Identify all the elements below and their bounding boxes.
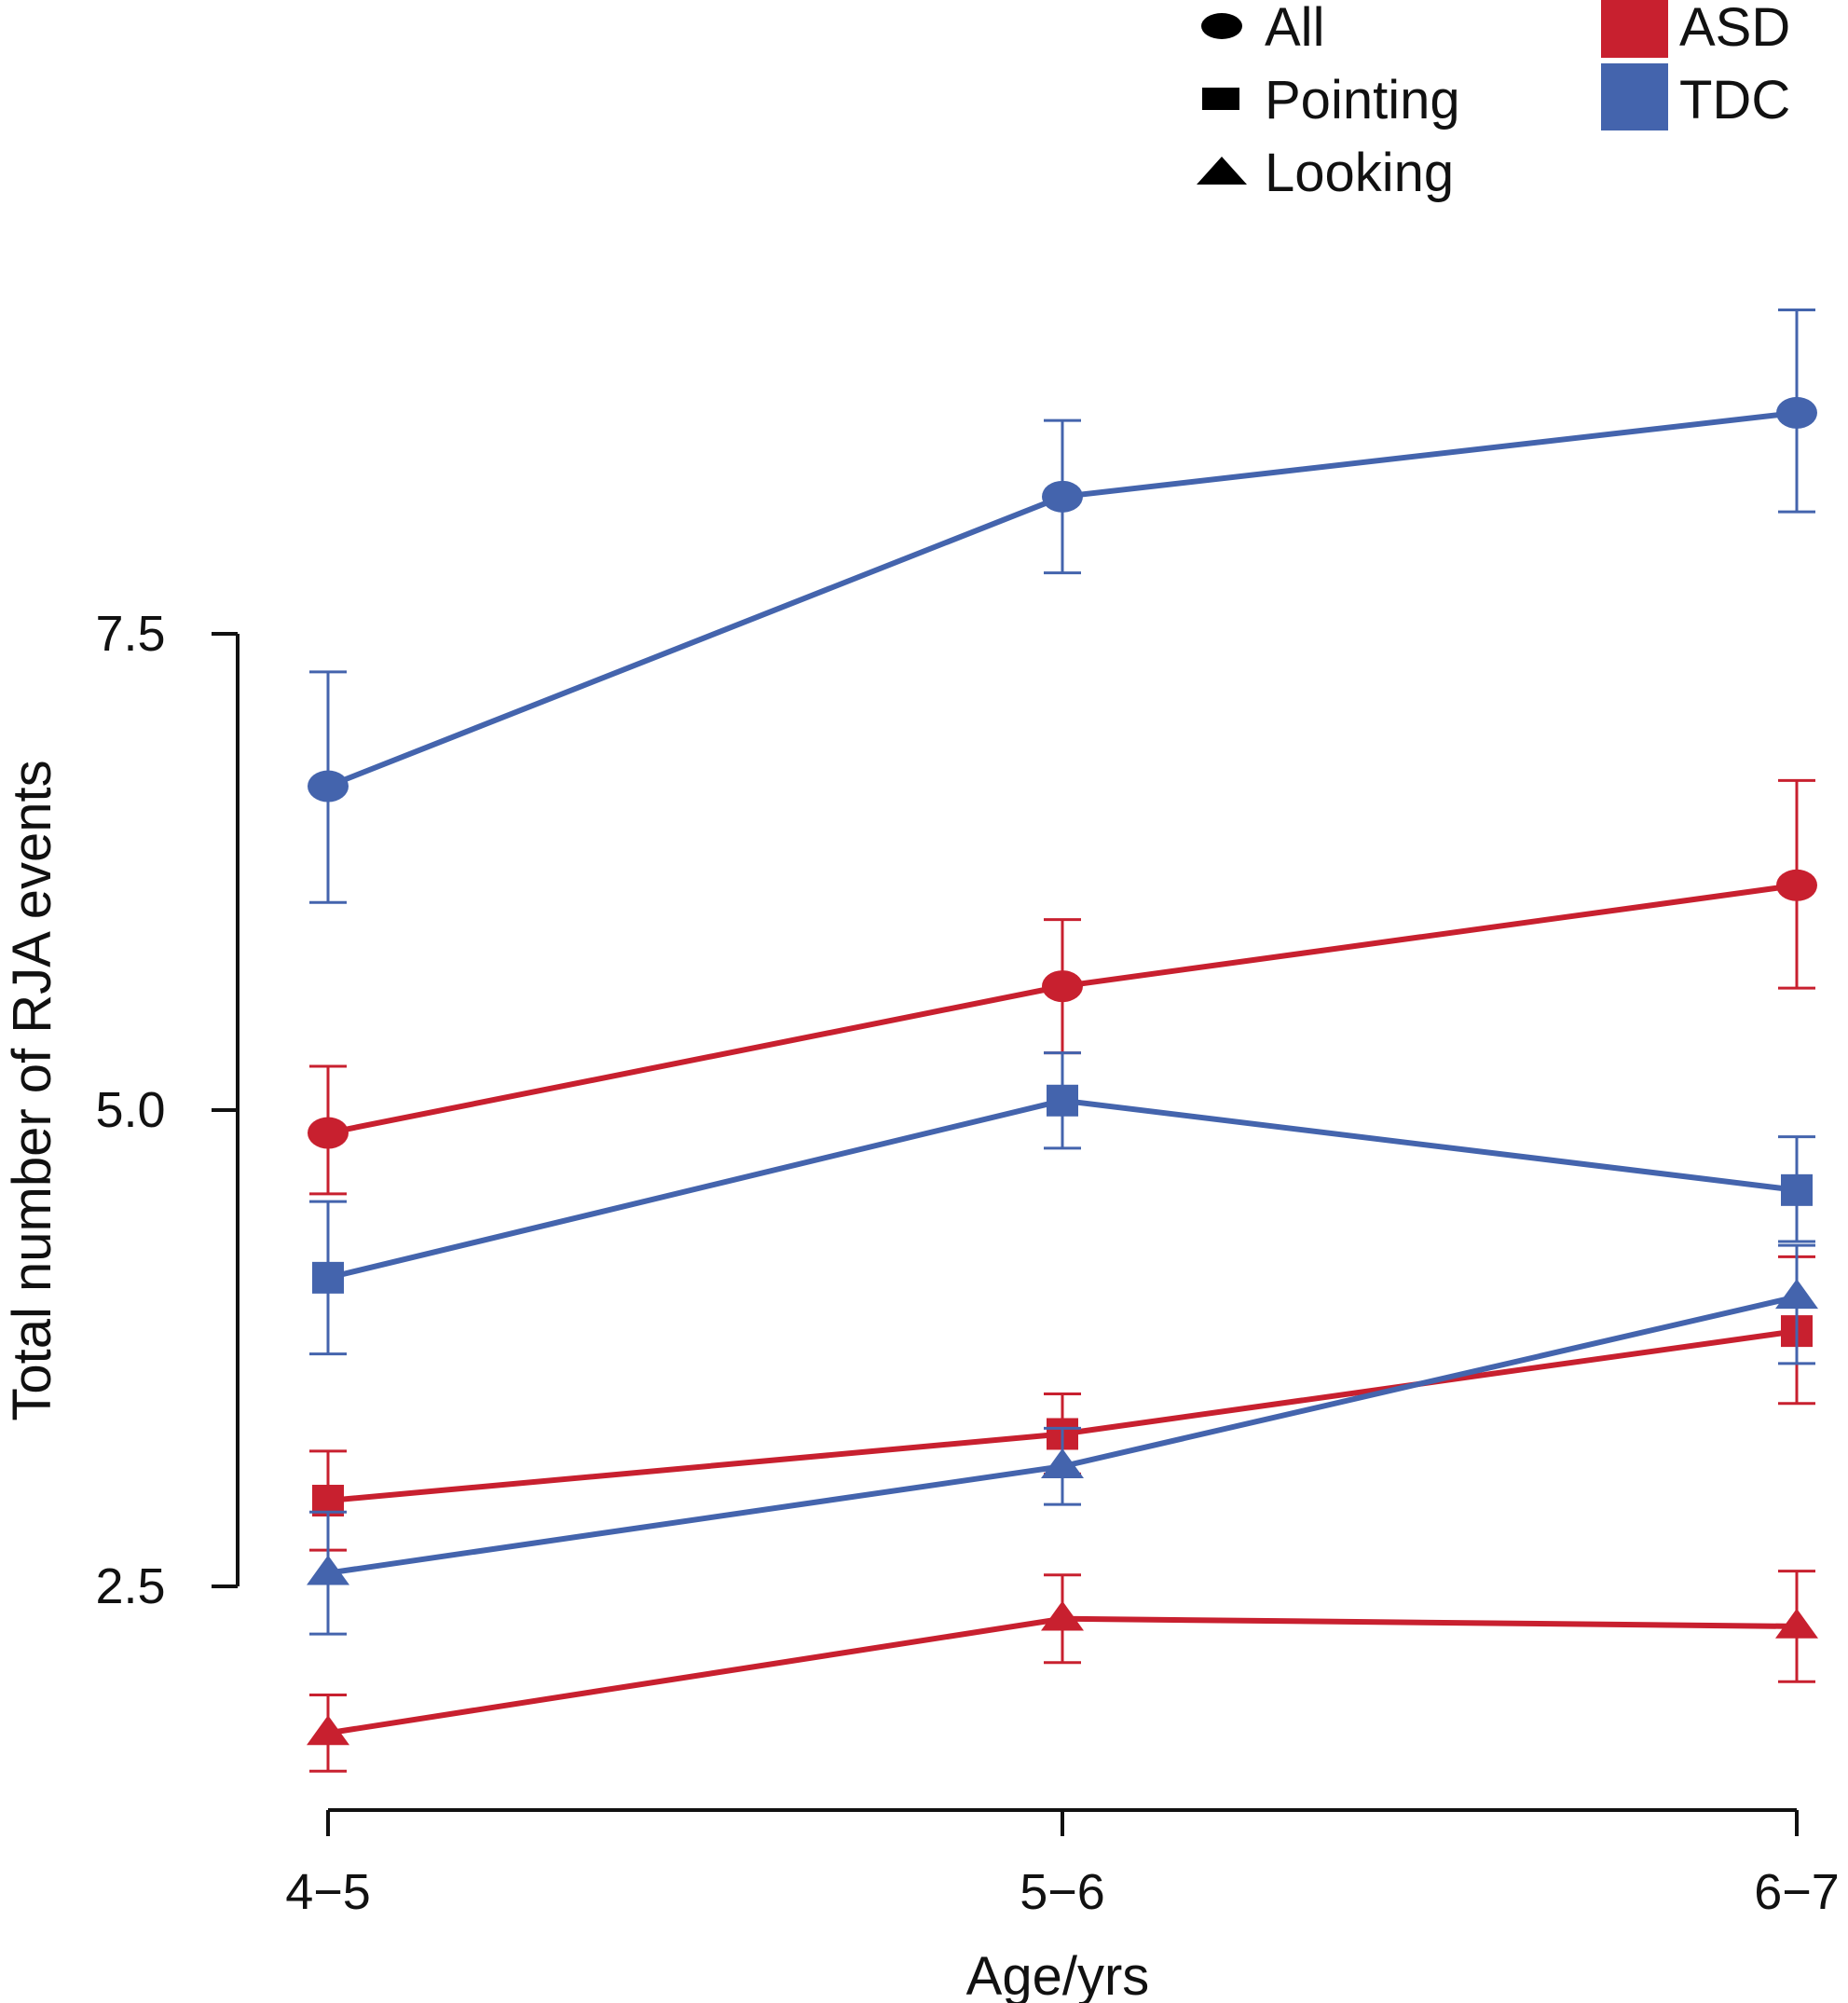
- y-axis-title: Total number of RJA events: [2, 760, 62, 1420]
- y-tick-label: 5.0: [95, 1082, 165, 1138]
- legend-label: TDC: [1679, 70, 1790, 130]
- legend-label: ASD: [1679, 0, 1790, 58]
- legend-item-tdc: TDC: [1601, 63, 1790, 130]
- data-point: [1775, 1608, 1818, 1639]
- data-point: [312, 1261, 344, 1294]
- legend-item-asd: ASD: [1601, 0, 1790, 58]
- legend-swatch: [1601, 0, 1668, 58]
- legend-item-all: All: [1201, 0, 1324, 58]
- series-asd-looking: [307, 1570, 1818, 1773]
- legend-swatch: [1601, 63, 1668, 130]
- y-axis: 2.5 5.0 7.5: [95, 606, 240, 1614]
- series-tdc-looking: [307, 1243, 1818, 1636]
- legend-label: All: [1265, 0, 1324, 58]
- data-point: [307, 1715, 349, 1746]
- data-point: [1042, 480, 1083, 513]
- data-point: [1776, 869, 1817, 901]
- data-point: [308, 1117, 349, 1149]
- data-point: [1041, 1448, 1084, 1479]
- data-point: [1041, 1600, 1084, 1631]
- series-layer: [307, 309, 1818, 1773]
- legend-triangle-icon: [1197, 157, 1247, 185]
- y-tick-label: 7.5: [95, 606, 165, 662]
- series-asd-pointing: [309, 1255, 1815, 1552]
- x-tick-label: 6−7: [1754, 1864, 1840, 1920]
- data-point: [1781, 1173, 1813, 1206]
- legend: All Pointing Looking ASD TDC: [1197, 0, 1790, 203]
- legend-item-looking: Looking: [1197, 143, 1454, 203]
- data-point: [1047, 1084, 1078, 1117]
- x-axis: 4−5 5−6 6−7: [285, 1808, 1840, 1920]
- x-tick-label: 4−5: [285, 1864, 371, 1920]
- series-tdc-all: [308, 309, 1817, 904]
- y-tick-label: 2.5: [95, 1558, 165, 1614]
- legend-item-pointing: Pointing: [1202, 70, 1460, 130]
- legend-label: Pointing: [1265, 70, 1460, 130]
- legend-square-icon: [1202, 88, 1239, 110]
- data-point: [1042, 970, 1083, 1003]
- x-tick-label: 5−6: [1020, 1864, 1105, 1920]
- series-asd-all: [308, 778, 1817, 1196]
- x-axis-title: Age/yrs: [966, 1946, 1150, 2003]
- data-point: [1775, 1279, 1818, 1310]
- series-tdc-pointing: [309, 1051, 1815, 1356]
- data-point: [307, 1555, 349, 1585]
- legend-ellipse-icon: [1201, 13, 1242, 39]
- legend-label: Looking: [1265, 143, 1454, 203]
- data-point: [1776, 396, 1817, 429]
- data-point: [308, 770, 349, 803]
